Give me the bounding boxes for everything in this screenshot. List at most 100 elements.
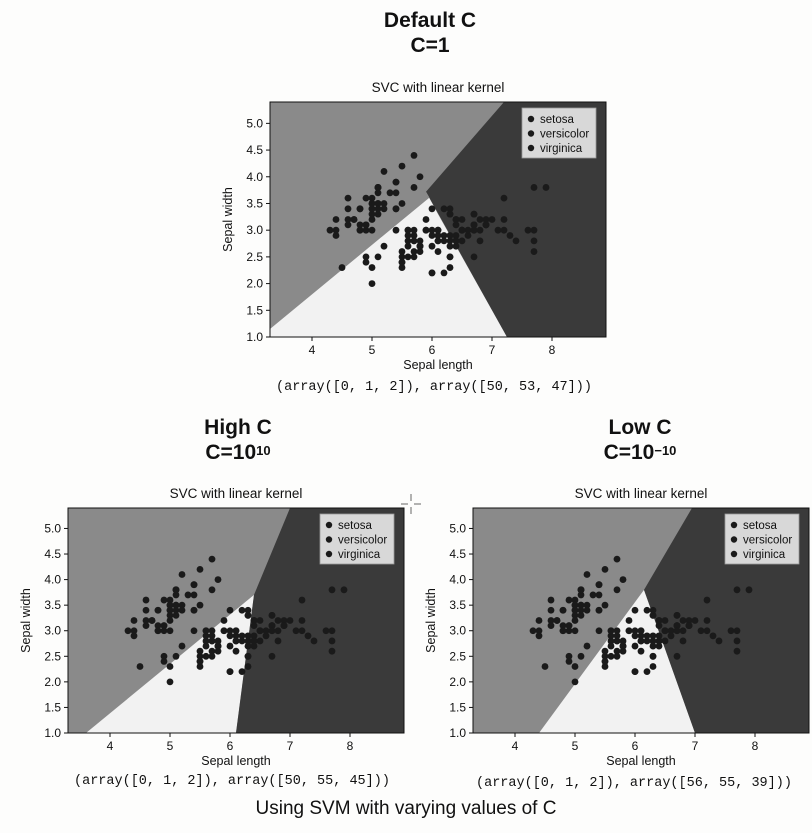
setosa-point [559,606,567,614]
versicolor-point [238,632,246,640]
legend-label-virginica: virginica [338,549,381,561]
y-tick-label: 3.0 [449,624,466,638]
versicolor-point [244,611,252,619]
setosa-point [368,205,376,213]
versicolor-region [270,191,507,337]
virginica-point [250,642,258,650]
virginica-point [542,184,550,191]
virginica-point [733,627,741,635]
versicolor-point [434,237,442,245]
setosa-point [410,184,418,191]
setosa-point [172,601,180,609]
versicolor-point [691,617,699,624]
y-tick-label: 4.0 [44,573,61,587]
virginica-point [268,611,276,619]
versicolor-point [404,253,412,261]
virginica-point [470,210,478,218]
setosa-point [577,601,585,609]
y-axis-label: Sepal width [221,187,235,252]
y-tick-label: 1.5 [44,700,61,714]
virginica-point [458,226,466,234]
setosa-point [398,162,406,170]
virginica-point [470,253,478,261]
virginica-point [452,216,460,223]
setosa-point [196,565,204,573]
versicolor-point [607,632,615,640]
setosa-point [332,216,340,223]
versicolor-point [190,627,198,635]
setosa-point [362,221,370,229]
setosa-point [166,601,174,609]
virginica-point [268,611,276,619]
virginica-point [446,253,454,261]
setosa-point [374,210,382,218]
y-tick-label: 2.5 [449,649,466,663]
setosa-point [332,226,340,234]
setosa-point [178,571,186,578]
x-tick-label: 7 [489,343,496,357]
x-tick-label: 6 [227,739,234,753]
virginica-point [673,611,681,619]
versicolor-point [571,663,579,670]
setosa-point [565,596,573,604]
setosa-point [547,622,555,630]
virginica-point [649,642,657,650]
x-tick-label: 7 [287,739,294,753]
versicolor-point [196,652,204,660]
versicolor-point [613,637,621,645]
setosa-point [595,591,603,599]
y-tick-label: 3.0 [44,624,61,638]
versicolor-point [428,232,436,239]
setosa-point [172,586,180,594]
setosa-point [178,606,186,614]
setosa-point [547,606,555,614]
versicolor-point [392,226,400,234]
versicolor-point [470,221,478,229]
virginica-point [244,611,252,619]
setosa-region [270,102,606,337]
x-axis-label: Sepal length [403,358,473,372]
versicolor-point [404,232,412,239]
setosa-point [559,606,567,614]
setosa-point [595,581,603,589]
versicolor-point [601,658,609,665]
virginica-point [733,647,741,655]
virginica-point [637,627,645,635]
x-axis-label: Sepal length [606,754,676,768]
setosa-point [535,617,543,624]
virginica-point [250,622,258,630]
virginica-point [619,642,627,650]
versicolor-point [410,237,418,245]
setosa-point [571,617,579,624]
virginica-point [733,586,741,594]
versicolor-point [613,647,621,655]
setosa-point [571,611,579,619]
setosa-point [166,606,174,614]
versicolor-point [601,658,609,665]
setosa-point [130,627,138,635]
setosa-point [178,601,186,609]
setosa-point [577,591,585,599]
virginica-point [440,237,448,245]
setosa-point [356,226,364,234]
versicolor-point [202,642,210,650]
virginica-point [280,617,288,624]
legend-label-versicolor: versicolor [338,535,387,547]
virginica-point [328,627,336,635]
virginica-point [512,237,520,245]
virginica-point [268,652,276,660]
versicolor-point [571,678,579,686]
virginica-point [673,611,681,619]
virginica-point [232,627,240,635]
versicolor-point [655,632,663,640]
setosa-point [392,178,400,186]
setosa-point [410,152,418,159]
setosa-point [374,200,382,207]
virginica-point [643,637,651,645]
y-tick-label: 2.5 [44,649,61,663]
virginica-point [256,627,264,635]
setosa-point [374,200,382,207]
virginica-point [506,232,514,239]
figure-caption: Using SVM with varying values of C [255,798,557,819]
